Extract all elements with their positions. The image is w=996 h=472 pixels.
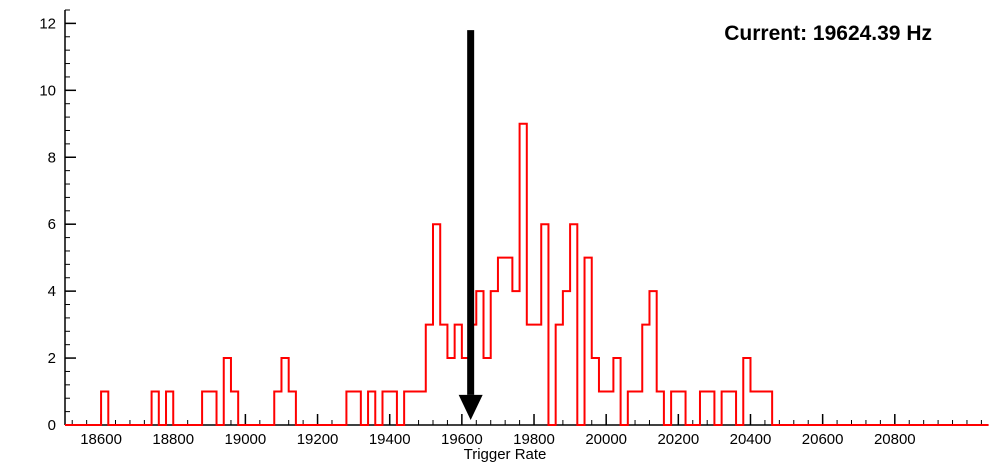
x-tick-label: 20000 [585, 431, 627, 448]
arrow-head [458, 394, 483, 420]
current-rate-arrow [458, 30, 483, 420]
x-tick-label: 20400 [730, 431, 772, 448]
x-tick-label: 19200 [297, 431, 339, 448]
x-tick-label: 19000 [225, 431, 267, 448]
y-tick-label: 8 [48, 149, 56, 166]
axes: 18600 18800 19000 19200 19400 19600 19800 20000… [39, 9, 985, 448]
x-tick-label: 19400 [369, 431, 411, 448]
y-tick-label: 2 [48, 350, 56, 367]
x-tick-label: 19600 [441, 431, 483, 448]
x-tick-label: 20800 [874, 431, 916, 448]
x-tick-label: 18600 [80, 431, 122, 448]
y-tick-label: 4 [48, 283, 56, 300]
y-tick-label: 0 [48, 417, 56, 434]
x-tick-label: 18800 [152, 431, 194, 448]
y-tick-label: 12 [39, 15, 56, 32]
x-tick-label: 20600 [802, 431, 844, 448]
x-tick-label: 19800 [513, 431, 555, 448]
x-axis-title: Trigger Rate [464, 446, 547, 463]
current-rate-annotation: Current: 19624.39 Hz [724, 22, 932, 45]
y-tick-label: 6 [48, 216, 56, 233]
y-tick-label: 10 [39, 82, 56, 99]
histogram-line [65, 122, 989, 426]
x-tick-label: 20200 [657, 431, 699, 448]
